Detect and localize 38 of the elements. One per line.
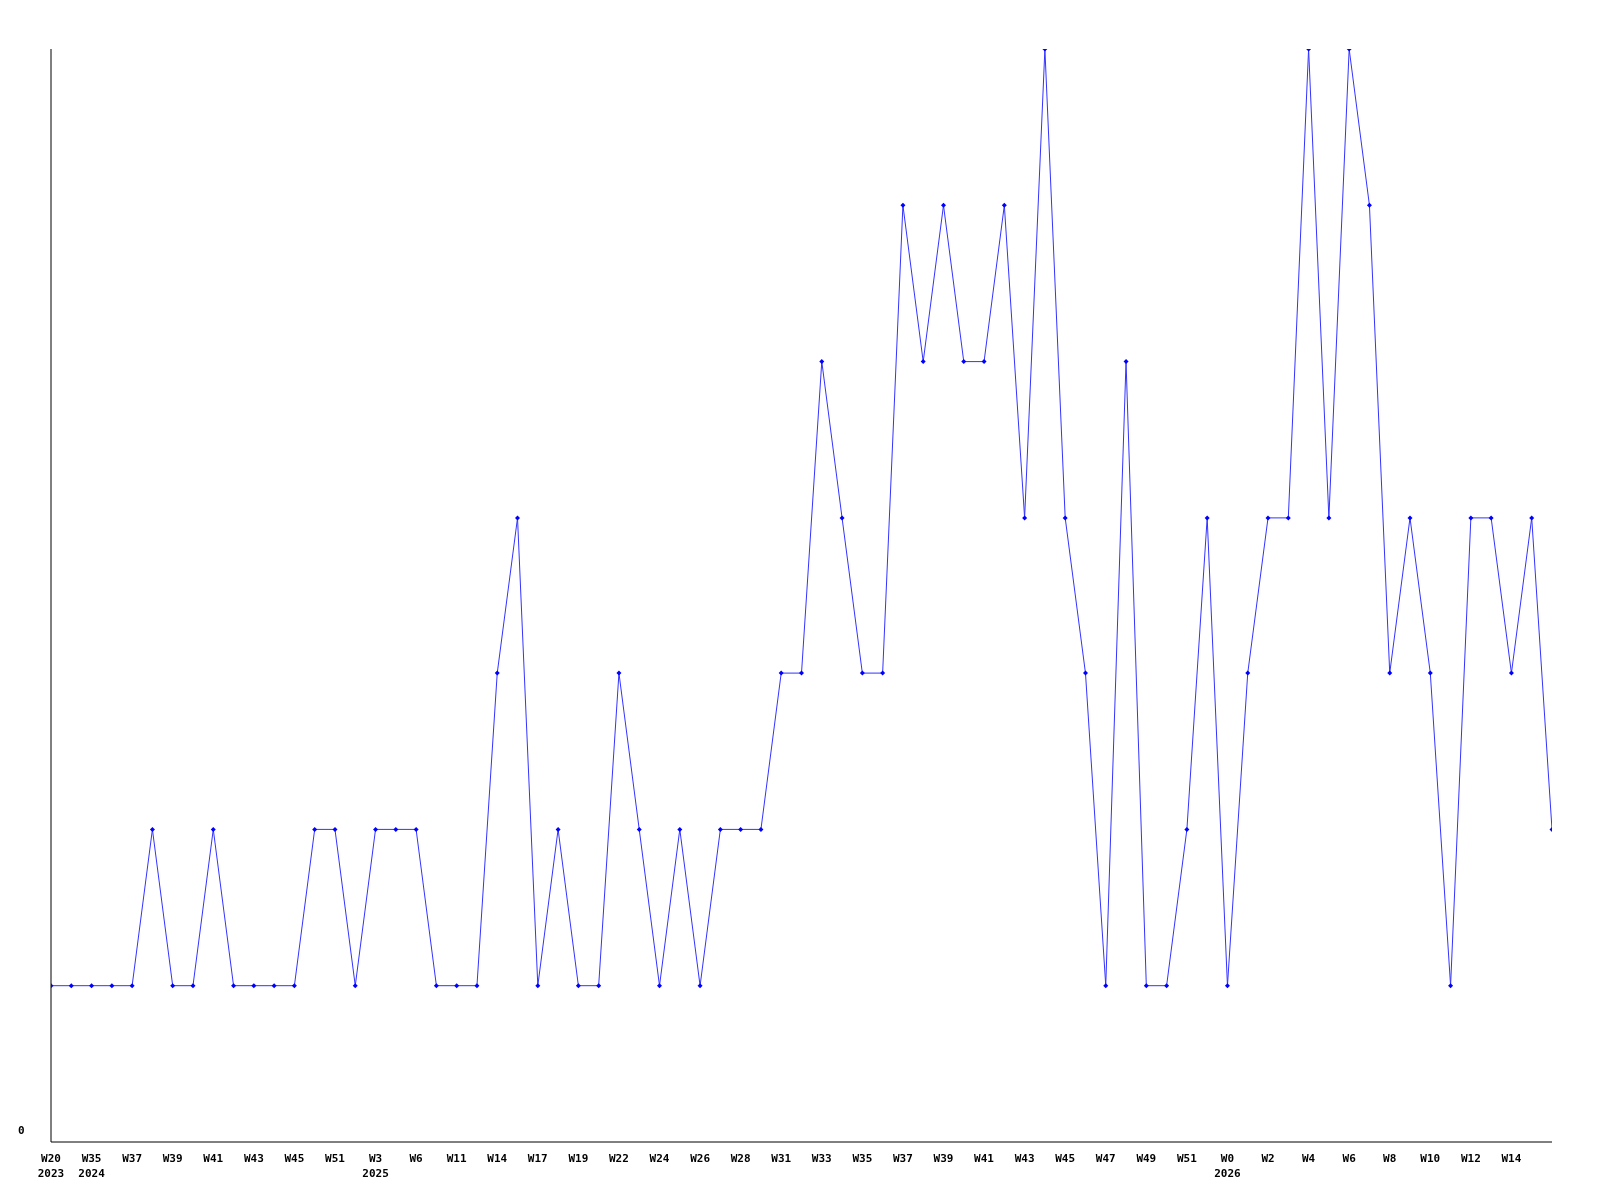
x-tick-label: W35 2024 (78, 1152, 106, 1180)
x-tick-label: W43 (243, 1152, 264, 1165)
x-tick-label: W39 (162, 1152, 183, 1165)
x-tick-label: W24 (649, 1152, 670, 1165)
x-tick-label: W22 (609, 1152, 629, 1165)
x-tick-label: W6 (1342, 1152, 1357, 1165)
x-tick-label: W37 (892, 1152, 913, 1165)
x-tick-label: W19 (568, 1152, 589, 1165)
x-tick-label: W41 (203, 1152, 224, 1165)
x-tick-label: W0 2026 (1214, 1152, 1242, 1180)
x-tick-label: W43 (1014, 1152, 1035, 1165)
x-tick-label: W12 (1460, 1152, 1481, 1165)
x-tick-label: W37 (122, 1152, 143, 1165)
x-tick-label: W11 (446, 1152, 467, 1165)
x-tick-label: W31 (771, 1152, 792, 1165)
x-tick-label: W17 (527, 1152, 548, 1165)
x-tick-label: W20 2023 (37, 1152, 65, 1180)
x-tick-label: W47 (1095, 1152, 1116, 1165)
x-tick-label: W3 2025 (362, 1152, 389, 1180)
x-tick-label: W39 (933, 1152, 954, 1165)
x-tick-label: W45 (1055, 1152, 1076, 1165)
x-tick-label: W2 (1261, 1152, 1275, 1165)
x-tick-label: W41 (974, 1152, 995, 1165)
x-tick-label: W45 (284, 1152, 305, 1165)
x-tick-label: W14 (487, 1152, 508, 1165)
x-tick-label: W35 (852, 1152, 873, 1165)
x-tick-label: W14 (1501, 1152, 1522, 1165)
x-tick-label: W8 (1383, 1152, 1397, 1165)
x-tick-label: W4 (1301, 1152, 1316, 1165)
x-tick-label: W51 (325, 1152, 346, 1165)
x-tick-label: W28 (730, 1152, 751, 1165)
x-tick-label: W6 (409, 1152, 424, 1165)
x-tick-label: W10 (1420, 1152, 1441, 1165)
x-tick-label: W33 (811, 1152, 832, 1165)
x-tick-label: W51 (1176, 1152, 1198, 1165)
x-tick-label: W49 (1136, 1152, 1157, 1165)
x-tick-label: W26 (690, 1152, 711, 1165)
text: 0 (18, 1124, 25, 1137)
